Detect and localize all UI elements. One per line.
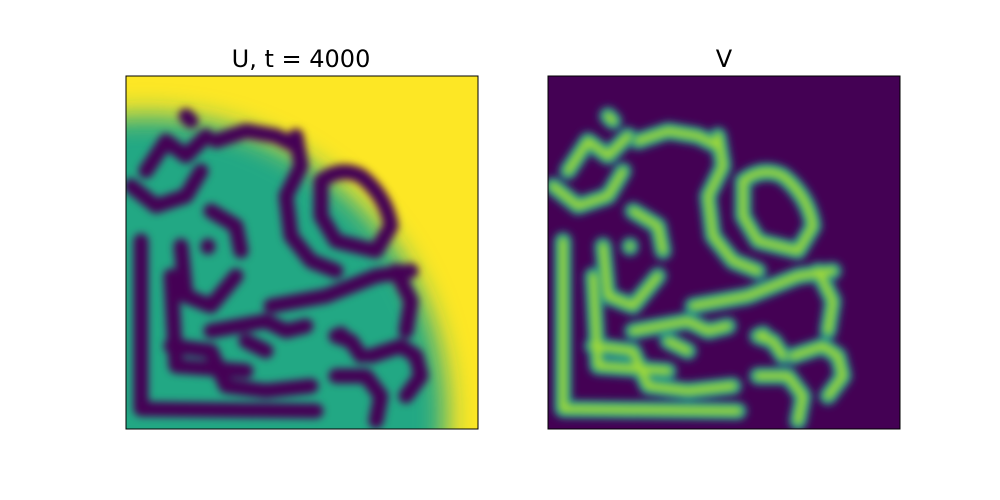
panel-title: V: [716, 45, 733, 73]
v-panel: [547, 75, 901, 430]
u-panel: [125, 75, 479, 430]
panel-title: U, t = 4000: [232, 45, 371, 73]
